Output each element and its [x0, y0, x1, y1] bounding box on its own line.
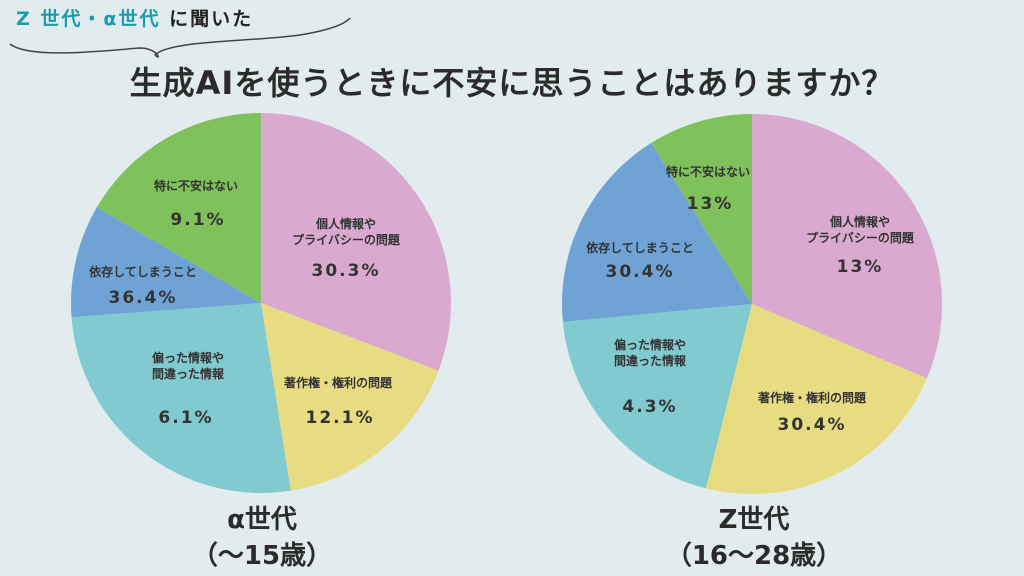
value-misinfo-z: 4.3% — [622, 397, 678, 417]
label-privacy-z: 個人情報や プライバシーの問題 — [806, 215, 914, 245]
value-copyright-z: 30.4% — [777, 415, 847, 435]
label-copyright-alpha: 著作権・権利の問題 — [283, 376, 393, 390]
value-dependence-z: 30.4% — [605, 262, 675, 282]
pie-slice-privacy — [752, 114, 943, 379]
survey-tag: Z 世代・α世代 に聞いた — [16, 4, 253, 31]
label-none-z: 特に不安はない — [665, 165, 751, 179]
pie-slice-misinfo — [71, 303, 291, 493]
pie-slice-copyright — [705, 304, 927, 494]
chart-title: 生成AIを使うときに不安に思うことはありますか？ — [129, 64, 895, 102]
pie-slice-dependence — [561, 142, 752, 322]
alpha-generation-caption: α世代 （〜15歳） — [191, 505, 333, 571]
tag-rest: に聞いた — [169, 8, 254, 30]
value-privacy-z: 13% — [836, 257, 884, 277]
value-privacy-alpha: 30.3% — [311, 261, 381, 281]
pie-slice-copyright — [261, 303, 439, 491]
pie-slice-none — [651, 114, 752, 304]
label-copyright-z: 著作権・権利の問題 — [757, 391, 867, 405]
label-dependence-alpha: 依存してしまうこと — [89, 265, 197, 279]
pie-slice-misinfo — [562, 304, 752, 489]
decorative-swoosh — [9, 17, 351, 58]
label-dependence-z: 依存してしまうこと — [586, 241, 694, 255]
value-dependence-alpha: 36.4% — [108, 288, 178, 308]
value-none-alpha: 9.1% — [170, 210, 226, 230]
value-copyright-alpha: 12.1% — [305, 408, 375, 428]
label-none-alpha: 特に不安はない — [153, 179, 239, 193]
z-generation-caption: Z世代 （16〜28歳） — [665, 505, 843, 571]
value-none-z: 13% — [686, 194, 734, 214]
label-misinfo-z: 偏った情報や 間違った情報 — [613, 338, 687, 368]
label-privacy-alpha: 個人情報や プライバシーの問題 — [292, 217, 400, 247]
pie-slice-dependence — [71, 207, 262, 318]
pie-slice-none — [96, 113, 261, 303]
tag-highlight: Z 世代・α世代 — [16, 8, 161, 30]
pie-slice-privacy — [261, 113, 451, 371]
value-misinfo-alpha: 6.1% — [158, 408, 214, 428]
label-misinfo-alpha: 偏った情報や 間違った情報 — [151, 351, 225, 381]
